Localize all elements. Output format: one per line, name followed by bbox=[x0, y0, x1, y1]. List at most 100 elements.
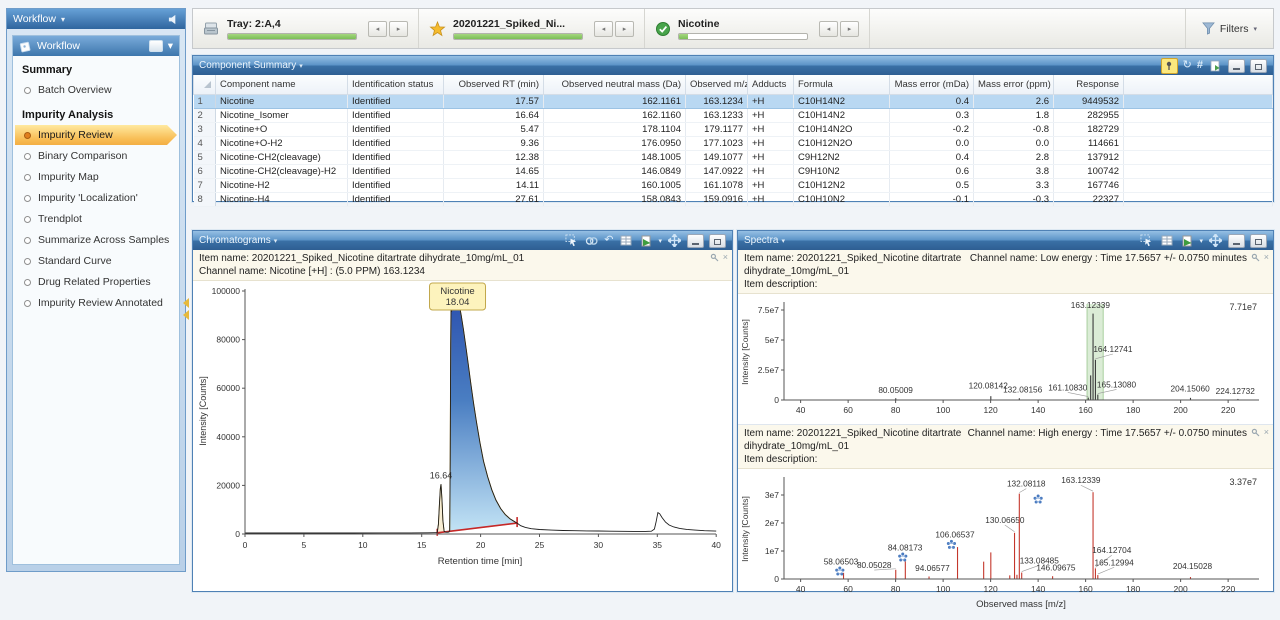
pin-tool-icon[interactable] bbox=[1160, 57, 1178, 74]
table-row[interactable]: 7 Nicotine-H2 Identified 14.11 160.1005 161.1… bbox=[193, 178, 1273, 193]
column-header-response[interactable]: Response bbox=[1053, 75, 1124, 95]
sidebar-item-impurity-localization-[interactable]: Impurity 'Localization' bbox=[15, 188, 177, 208]
svg-text:60: 60 bbox=[843, 405, 853, 415]
column-header-adducts[interactable]: Adducts bbox=[747, 75, 794, 95]
next-button[interactable]: ▸ bbox=[615, 20, 634, 37]
column-header-mass-error-mda-[interactable]: Mass error (mDa) bbox=[889, 75, 974, 95]
table-cell: 161.1078 bbox=[685, 178, 748, 193]
column-header-component-name[interactable]: Component name bbox=[215, 75, 348, 95]
minimize-button[interactable] bbox=[1228, 233, 1245, 248]
svg-text:163.12339: 163.12339 bbox=[1061, 475, 1101, 485]
next-button[interactable]: ▸ bbox=[840, 20, 859, 37]
svg-text:80.05028: 80.05028 bbox=[857, 560, 892, 570]
filters-button[interactable]: Filters ▾ bbox=[1184, 9, 1273, 48]
pin-icon[interactable] bbox=[710, 253, 719, 262]
spectrum-channel-name: Channel name: Low energy : Time 17.5657 … bbox=[969, 253, 1247, 264]
column-header-mass-error-ppm-[interactable]: Mass error (ppm) bbox=[973, 75, 1054, 95]
table-row[interactable]: 4 Nicotine+O-H2 Identified 9.36 176.0950 177.… bbox=[193, 136, 1273, 151]
svg-text:164.12704: 164.12704 bbox=[1092, 545, 1132, 555]
report-icon[interactable] bbox=[1208, 59, 1223, 73]
grid-icon[interactable] bbox=[1159, 234, 1174, 248]
column-header-formula[interactable]: Formula bbox=[793, 75, 890, 95]
sidebar-item-label: Impurity 'Localization' bbox=[38, 192, 138, 204]
close-icon[interactable]: × bbox=[1263, 427, 1269, 437]
row-number: 5 bbox=[193, 150, 216, 165]
next-button[interactable]: ▸ bbox=[389, 20, 408, 37]
high-energy-spectrum-plot[interactable]: 0 1e7 2e7 3e7 40 60 80 100 120 140 160 180 200 220 Obs… bbox=[738, 469, 1271, 620]
pin-icon[interactable] bbox=[1251, 253, 1260, 262]
table-cell: Nicotine+O-H2 bbox=[215, 136, 348, 151]
link-icon[interactable] bbox=[584, 234, 599, 248]
column-header-observed-rt-min-[interactable]: Observed RT (min) bbox=[443, 75, 544, 95]
low-energy-spectrum-plot[interactable]: 0 2.5e7 5e7 7.5e7 40 60 80 100 120 140 160 180 200 22… bbox=[738, 294, 1271, 424]
sidebar-item-impurity-review[interactable]: Impurity Review bbox=[15, 125, 177, 145]
sidebar-item-binary-comparison[interactable]: Binary Comparison bbox=[15, 146, 177, 166]
chevron-down-icon[interactable]: ▾ bbox=[658, 237, 662, 245]
panel-window-icon[interactable] bbox=[148, 40, 163, 52]
close-icon[interactable]: × bbox=[1263, 252, 1269, 262]
sidebar-item-summarize-across-samples[interactable]: Summarize Across Samples bbox=[15, 230, 177, 250]
sidebar-item-impurity-map[interactable]: Impurity Map bbox=[15, 167, 177, 187]
chevron-down-icon[interactable]: ▾ bbox=[299, 62, 303, 70]
nav-bullet-icon bbox=[24, 173, 31, 181]
table-cell: 160.1005 bbox=[543, 178, 686, 193]
zoom-select-icon[interactable] bbox=[564, 234, 579, 248]
chevron-down-icon[interactable]: ▾ bbox=[1199, 237, 1203, 245]
table-row[interactable]: 2 Nicotine_Isomer Identified 16.64 162.1160 1… bbox=[193, 108, 1273, 123]
speaker-icon[interactable] bbox=[168, 14, 179, 25]
previous-button[interactable]: ◂ bbox=[594, 20, 613, 37]
sidebar-item-batch-overview[interactable]: Batch Overview bbox=[15, 80, 177, 100]
sidebar-collapse-handle[interactable] bbox=[183, 296, 191, 326]
spectrum-item-name: Item name: 20201221_Spiked_Nicotine dita… bbox=[744, 428, 962, 452]
export-icon[interactable] bbox=[1179, 234, 1194, 248]
sidebar-item-drug-related-properties[interactable]: Drug Related Properties bbox=[15, 272, 177, 292]
previous-button[interactable]: ◂ bbox=[368, 20, 387, 37]
table-row[interactable]: 6 Nicotine-CH2(cleavage)-H2 Identified 14.6… bbox=[193, 164, 1273, 179]
chevron-down-icon[interactable]: ▾ bbox=[60, 14, 65, 24]
close-icon[interactable]: × bbox=[722, 252, 728, 262]
workflow-sidebar-header[interactable]: Workflow ▾ bbox=[7, 9, 185, 29]
chromatogram-plot[interactable]: 0 20000 40000 60000 80000 100000 0 5 10 15 20 25 30 3… bbox=[193, 281, 730, 592]
chromatograms-title[interactable]: Chromatograms bbox=[199, 235, 271, 246]
svg-text:220: 220 bbox=[1221, 405, 1235, 415]
table-row[interactable]: 8 Nicotine-H4 Identified 27.61 158.0843 159.0… bbox=[193, 192, 1273, 207]
chevron-down-icon[interactable]: ▾ bbox=[781, 237, 785, 245]
export-icon[interactable] bbox=[638, 234, 653, 248]
pan-icon[interactable] bbox=[1208, 234, 1223, 248]
pan-icon[interactable] bbox=[667, 234, 682, 248]
undo-icon[interactable]: ↶ bbox=[604, 234, 614, 246]
spectra-title[interactable]: Spectra bbox=[744, 235, 779, 246]
chevron-down-icon[interactable]: ▾ bbox=[273, 237, 278, 245]
table-row[interactable]: 1 Nicotine Identified 17.57 162.1161 163.1234… bbox=[193, 94, 1273, 109]
table-row[interactable]: 3 Nicotine+O Identified 5.47 178.1104 179.117… bbox=[193, 122, 1273, 137]
grid-icon[interactable] bbox=[618, 234, 633, 248]
minimize-button[interactable] bbox=[1228, 58, 1245, 73]
component-summary-title[interactable]: Component Summary bbox=[199, 60, 297, 71]
row-number: 3 bbox=[193, 122, 216, 137]
sidebar-item-impurity-review-annotated[interactable]: Impurity Review Annotated bbox=[15, 293, 177, 313]
table-row[interactable]: 5 Nicotine-CH2(cleavage) Identified 12.38 14… bbox=[193, 150, 1273, 165]
maximize-button[interactable] bbox=[1250, 58, 1267, 73]
select-all-corner[interactable] bbox=[193, 75, 216, 95]
svg-text:120: 120 bbox=[984, 405, 998, 415]
svg-text:84.08173: 84.08173 bbox=[888, 542, 923, 552]
maximize-button[interactable] bbox=[1250, 233, 1267, 248]
maximize-button[interactable] bbox=[709, 233, 726, 248]
zoom-select-icon[interactable] bbox=[1139, 234, 1154, 248]
svg-text:132.08156: 132.08156 bbox=[1003, 385, 1043, 395]
previous-button[interactable]: ◂ bbox=[819, 20, 838, 37]
minimize-button[interactable] bbox=[687, 233, 704, 248]
table-cell: 147.0922 bbox=[685, 164, 748, 179]
table-cell: 0.0 bbox=[973, 136, 1054, 151]
column-header-identification-status[interactable]: Identification status bbox=[347, 75, 444, 95]
sidebar-item-standard-curve[interactable]: Standard Curve bbox=[15, 251, 177, 271]
row-number: 4 bbox=[193, 136, 216, 151]
column-header-observed-m-z[interactable]: Observed m/z bbox=[685, 75, 748, 95]
column-header-observed-neutral-mass-da-[interactable]: Observed neutral mass (Da) bbox=[543, 75, 686, 95]
pin-icon[interactable] bbox=[1251, 428, 1260, 437]
chevron-down-icon[interactable]: ▾ bbox=[167, 40, 173, 52]
refresh-icon[interactable]: ↻ bbox=[1182, 59, 1192, 71]
table-cell: C10H14N2 bbox=[793, 94, 890, 109]
sidebar-item-trendplot[interactable]: Trendplot bbox=[15, 209, 177, 229]
number-format-icon[interactable]: # bbox=[1196, 59, 1203, 71]
